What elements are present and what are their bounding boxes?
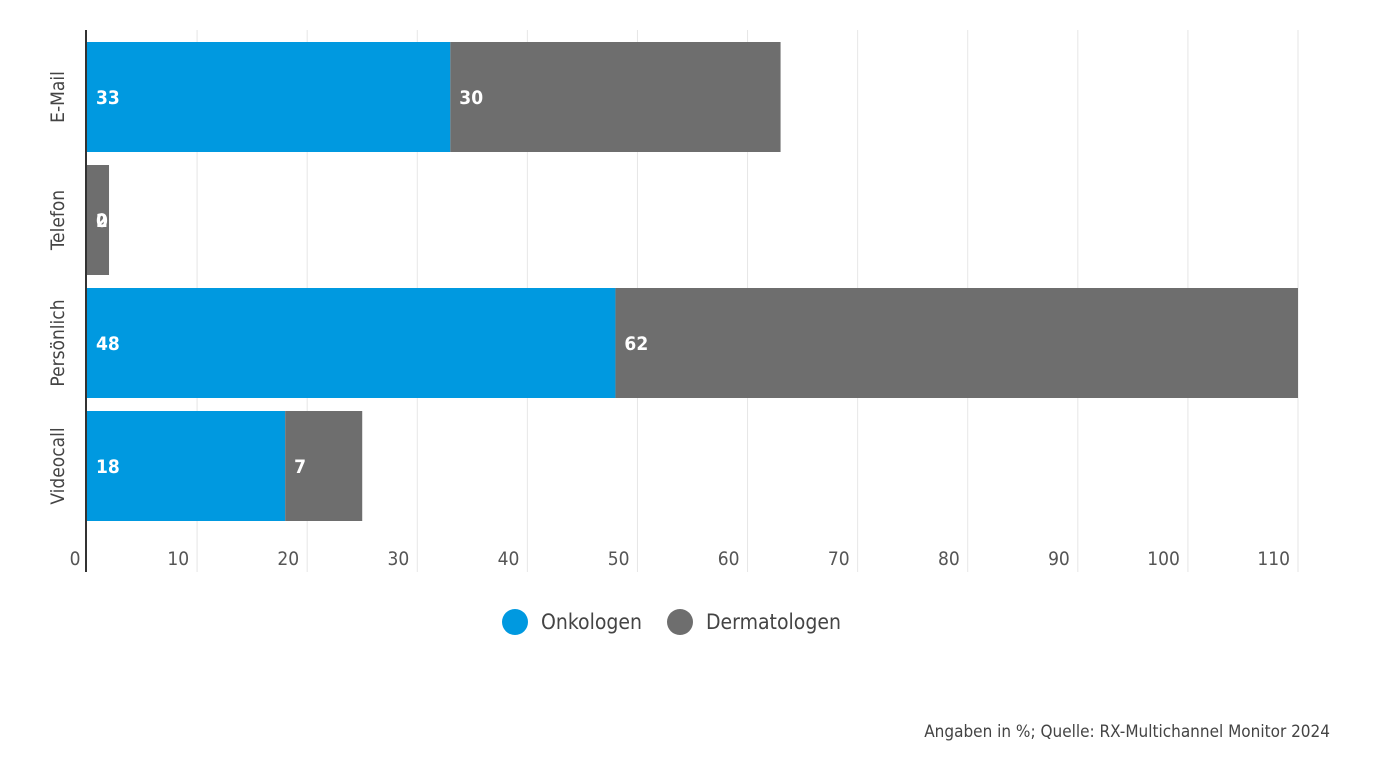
x-tick-label-50: 50 [608,548,630,570]
x-tick-label-80: 80 [938,548,960,570]
x-tick-label-10: 10 [167,548,189,570]
category-label-videocall: Videocall [47,427,69,504]
category-label-e-mail: E-Mail [47,71,69,123]
legend-label-dermatologen[interactable]: Dermatologen [706,610,841,634]
x-tick-label-100: 100 [1147,548,1180,570]
data-label-onkologen-videocall: 18 [96,456,120,478]
x-tick-label-70: 70 [828,548,850,570]
bar-onkologen-e-mail[interactable] [87,42,451,152]
legend-marker-dermatologen[interactable] [667,609,693,635]
legend: Onkologen Dermatologen [502,609,841,635]
source-note: Angaben in %; Quelle: RX-Multichannel Mo… [924,722,1330,742]
x-tick-label-20: 20 [277,548,299,570]
bar-dermatologen-personlich[interactable] [615,288,1298,398]
bar-onkologen-videocall[interactable] [87,411,286,521]
data-label-dermatologen-telefon: 2 [96,210,108,232]
x-tick-label-0: 0 [70,548,81,570]
legend-marker-onkologen[interactable] [502,609,528,635]
bar-dermatologen-videocall[interactable] [285,411,363,521]
axes: 0 10 20 30 40 50 60 70 80 90 100 110E-MailTelefonPe… [47,30,1290,572]
x-tick-label-30: 30 [388,548,410,570]
data-label-dermatologen-e-mail: 30 [459,87,483,109]
x-tick-label-110: 110 [1257,548,1290,570]
legend-label-onkologen[interactable]: Onkologen [541,610,642,634]
data-labels: 33 30 02 48 62 18 7 [96,87,648,478]
category-label-personlich: Persönlich [47,299,69,386]
data-label-onkologen-e-mail: 33 [96,87,120,109]
bars [87,42,1298,521]
x-tick-label-90: 90 [1048,548,1070,570]
bar-dermatologen-e-mail[interactable] [450,42,781,152]
bar-dermatologen-telefon[interactable] [87,165,110,275]
category-label-telefon: Telefon [47,190,69,251]
x-tick-label-60: 60 [718,548,740,570]
x-tick-label-40: 40 [498,548,520,570]
data-label-onkologen-telefon: 0 [96,210,108,232]
data-label-dermatologen-videocall: 7 [294,456,306,478]
bar-onkologen-personlich[interactable] [87,288,616,398]
data-label-onkologen-personlich: 48 [96,333,120,355]
data-label-dermatologen-personlich: 62 [624,333,648,355]
